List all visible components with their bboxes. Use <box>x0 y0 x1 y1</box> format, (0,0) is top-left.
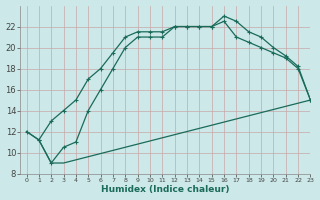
X-axis label: Humidex (Indice chaleur): Humidex (Indice chaleur) <box>101 185 230 194</box>
